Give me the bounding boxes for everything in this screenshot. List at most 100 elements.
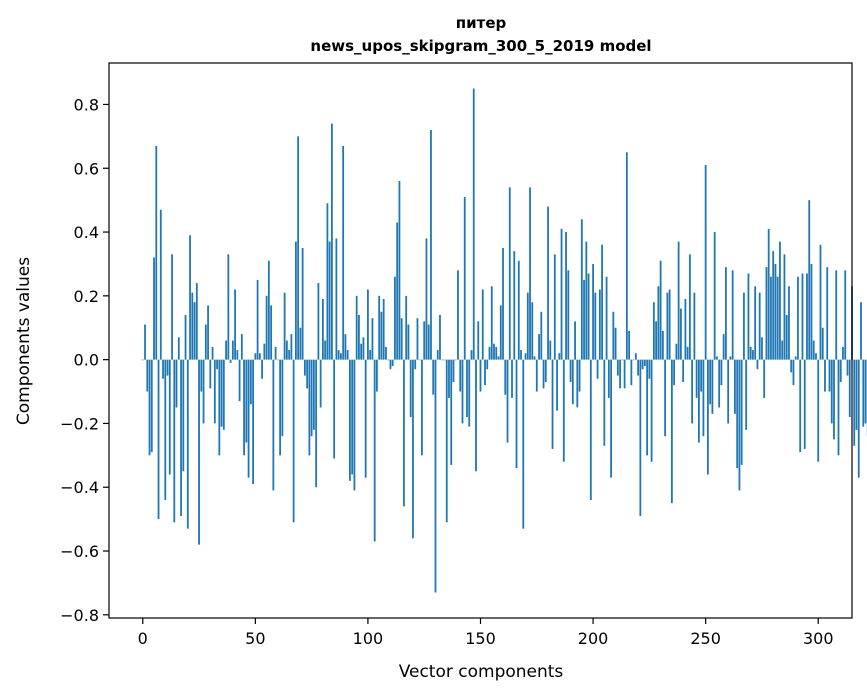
bar <box>686 346 689 360</box>
bar <box>785 314 788 360</box>
bar <box>432 359 435 395</box>
bar <box>569 359 572 382</box>
bar <box>157 359 160 520</box>
bar <box>193 302 196 360</box>
bar <box>565 232 567 360</box>
bar <box>736 359 739 469</box>
bar <box>292 359 295 523</box>
bar <box>276 359 279 361</box>
bar <box>511 359 513 398</box>
x-axis-ticks: 0 50 100 150 200 250 300 <box>138 618 834 648</box>
bar <box>776 276 779 360</box>
bar <box>265 295 268 360</box>
bar <box>531 302 534 360</box>
bar <box>562 359 565 462</box>
bar <box>803 359 806 449</box>
bar <box>722 334 725 360</box>
bar <box>634 353 637 360</box>
bar <box>587 273 590 360</box>
bar <box>797 276 799 360</box>
bar <box>279 359 282 456</box>
bar <box>441 359 444 361</box>
bar <box>691 359 694 424</box>
bar <box>801 273 804 360</box>
bar <box>481 289 484 360</box>
bar <box>333 359 336 459</box>
bar <box>299 327 302 360</box>
bar <box>258 353 261 360</box>
bar <box>349 359 351 481</box>
bar <box>659 260 662 360</box>
bar <box>184 314 187 360</box>
x-tick-label: 300 <box>803 629 834 648</box>
bar <box>702 359 705 437</box>
bar <box>529 187 531 360</box>
bar <box>684 299 687 360</box>
bar <box>430 129 432 360</box>
bar <box>553 254 556 360</box>
bar <box>625 152 628 360</box>
bar <box>585 241 588 360</box>
bar <box>819 244 822 360</box>
bar <box>758 292 761 360</box>
bar <box>549 340 552 360</box>
bar <box>835 270 838 360</box>
bar <box>484 359 486 386</box>
bar <box>821 327 824 360</box>
bar <box>376 359 378 392</box>
y-axis-ticks: −0.8 −0.6 −0.4 −0.2 0.0 0.2 0.4 0.6 0.8 <box>60 95 109 625</box>
bar <box>454 359 457 361</box>
bar <box>488 346 491 360</box>
bar <box>533 356 536 360</box>
bar <box>749 346 752 360</box>
bar <box>204 324 207 360</box>
bar <box>675 343 678 360</box>
bar <box>234 289 236 360</box>
y-tick-label: 0.2 <box>74 287 99 306</box>
bar <box>450 359 453 465</box>
bar <box>249 359 252 405</box>
bar <box>677 241 680 360</box>
bar <box>826 267 829 360</box>
bar <box>319 359 322 408</box>
bar <box>522 359 525 529</box>
bar <box>556 359 558 411</box>
bar <box>362 337 365 360</box>
bar <box>824 359 826 392</box>
bar <box>601 244 603 360</box>
bar <box>605 276 608 360</box>
bar <box>704 165 707 360</box>
bar <box>220 359 223 427</box>
bar <box>261 359 263 379</box>
bar <box>457 270 459 360</box>
x-tick-label: 0 <box>138 629 148 648</box>
bar <box>517 260 520 360</box>
bar <box>355 295 358 360</box>
bar <box>754 286 757 360</box>
bar <box>657 286 660 360</box>
bar <box>544 359 547 382</box>
bar <box>191 292 194 360</box>
bar <box>833 359 835 440</box>
bar <box>698 359 700 443</box>
bar <box>810 263 813 360</box>
bar <box>414 359 417 370</box>
bar <box>186 359 189 529</box>
bar <box>371 318 374 360</box>
bar <box>495 346 498 360</box>
bar <box>405 295 408 360</box>
bar <box>306 359 309 389</box>
bar <box>598 289 601 360</box>
bar <box>650 359 653 462</box>
bar <box>560 228 563 360</box>
bar <box>180 359 182 516</box>
bar <box>159 209 162 360</box>
bar <box>409 359 412 418</box>
bar <box>382 299 385 360</box>
bar <box>682 359 685 382</box>
bar <box>461 359 464 424</box>
bar <box>515 359 518 469</box>
bar <box>779 241 781 360</box>
bar <box>830 359 833 424</box>
y-tick-label: −0.2 <box>60 414 99 433</box>
